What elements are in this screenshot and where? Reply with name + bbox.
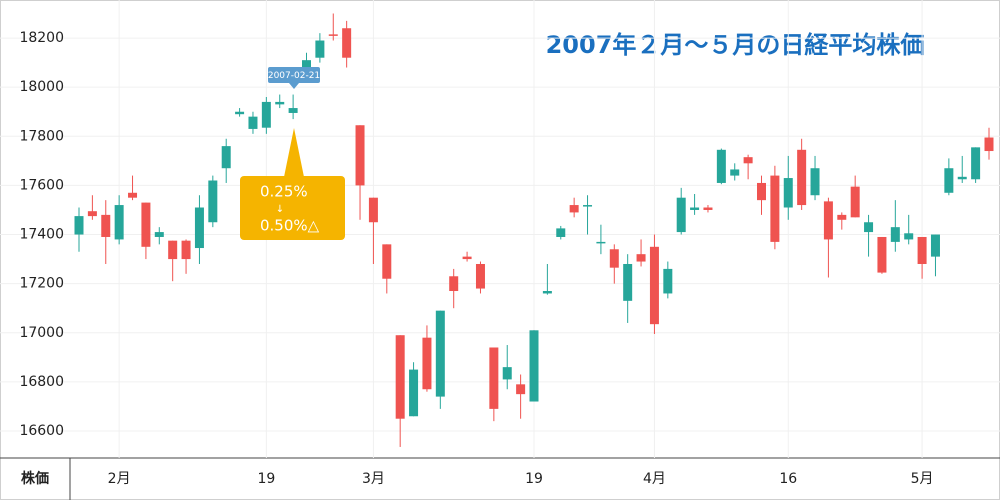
candle-body bbox=[248, 116, 258, 129]
y-tick-label: 17600 bbox=[19, 177, 64, 193]
x-tick-label: 5月 bbox=[911, 471, 934, 487]
candle-body bbox=[797, 149, 807, 206]
candle-body bbox=[556, 228, 566, 237]
candle-body bbox=[783, 178, 793, 208]
candle-body bbox=[957, 176, 967, 180]
candle-body bbox=[181, 240, 191, 260]
candle-body bbox=[261, 101, 271, 128]
candle-body bbox=[703, 207, 713, 210]
candle-body bbox=[890, 227, 900, 242]
candle-body bbox=[944, 168, 954, 193]
candle-body bbox=[569, 205, 579, 213]
y-tick-label: 17200 bbox=[19, 276, 64, 292]
candle-body bbox=[449, 276, 459, 292]
candle-body bbox=[984, 137, 994, 152]
candle-body bbox=[850, 186, 860, 218]
candle-body bbox=[971, 147, 981, 180]
candle-body bbox=[837, 214, 847, 220]
candle-body bbox=[302, 60, 311, 70]
tooltip-date: 2007-02-21 bbox=[268, 71, 320, 81]
candle-body bbox=[315, 40, 325, 58]
candle-body bbox=[502, 367, 512, 380]
y-tick-label: 18200 bbox=[19, 30, 64, 46]
chart-title: 2007年２月〜５月の日経平均株価 bbox=[546, 31, 925, 59]
candle-body bbox=[529, 330, 539, 402]
x-tick-label: 19 bbox=[257, 471, 275, 487]
callout: 0.25% ↓ 0.50%△ bbox=[240, 128, 345, 240]
candle-body bbox=[516, 384, 526, 395]
candle-body bbox=[221, 146, 231, 169]
callout-arrow: ↓ bbox=[276, 204, 284, 215]
candle-body bbox=[275, 101, 285, 105]
y-tick-label: 18000 bbox=[19, 79, 64, 95]
x-tick-label: 2月 bbox=[108, 471, 131, 487]
candle-body bbox=[583, 205, 593, 207]
candle-body bbox=[382, 244, 392, 279]
candle-body bbox=[87, 211, 97, 217]
candle-body bbox=[141, 202, 151, 247]
candle-body bbox=[368, 197, 378, 223]
candle-body bbox=[435, 310, 445, 397]
callout-text: 0.25% bbox=[260, 183, 308, 201]
candle-body bbox=[623, 263, 633, 301]
candle-body bbox=[877, 236, 887, 273]
candle-body bbox=[636, 254, 646, 262]
candle-body bbox=[355, 125, 365, 186]
candle-body bbox=[716, 149, 726, 183]
candle-body bbox=[757, 182, 766, 201]
y-tick-label: 17000 bbox=[19, 325, 64, 341]
candle-body bbox=[930, 234, 940, 257]
candle-body bbox=[542, 291, 552, 294]
candle-body bbox=[194, 207, 204, 249]
axis-label: 株価 bbox=[21, 470, 49, 487]
tooltip: 2007-02-21 bbox=[268, 67, 320, 89]
candle-body bbox=[154, 232, 164, 237]
candle-body bbox=[609, 249, 619, 268]
candle-body bbox=[101, 214, 111, 237]
candle-body bbox=[823, 201, 833, 240]
candle-body bbox=[208, 180, 218, 223]
y-tick-label: 17400 bbox=[19, 227, 64, 243]
candle-body bbox=[409, 369, 419, 417]
candle-body bbox=[489, 347, 499, 409]
candle-body bbox=[288, 108, 298, 113]
candle-body bbox=[328, 34, 338, 36]
candle-body bbox=[422, 337, 432, 390]
y-tick-label: 16800 bbox=[19, 374, 64, 390]
candle-body bbox=[904, 233, 914, 240]
candle-body bbox=[917, 236, 927, 264]
candle-body bbox=[128, 192, 138, 198]
candle-body bbox=[663, 268, 673, 294]
x-tick-label: 19 bbox=[525, 471, 543, 487]
x-tick-label: 4月 bbox=[643, 471, 666, 487]
candle-body bbox=[342, 28, 352, 58]
x-tick-label: 3月 bbox=[362, 471, 385, 487]
candle-body bbox=[810, 168, 820, 196]
y-tick-label: 16600 bbox=[19, 423, 64, 439]
candle-body bbox=[395, 335, 405, 419]
x-tick-label: 16 bbox=[779, 471, 797, 487]
candle-body bbox=[168, 240, 178, 260]
candle-body bbox=[114, 205, 124, 240]
candle-body bbox=[596, 241, 606, 244]
candle-body bbox=[730, 169, 740, 176]
candle-body bbox=[649, 246, 659, 325]
candle-body bbox=[690, 207, 700, 210]
candle-body bbox=[462, 256, 472, 260]
candle-body bbox=[74, 216, 84, 235]
candle-body bbox=[475, 263, 485, 289]
candle-body bbox=[235, 111, 245, 115]
candle-body bbox=[864, 222, 874, 233]
y-tick-label: 17800 bbox=[19, 128, 64, 144]
callout-text: 0.50%△ bbox=[260, 217, 320, 235]
candle-body bbox=[770, 175, 780, 242]
candle-body bbox=[743, 157, 753, 164]
candle-body bbox=[676, 197, 686, 233]
